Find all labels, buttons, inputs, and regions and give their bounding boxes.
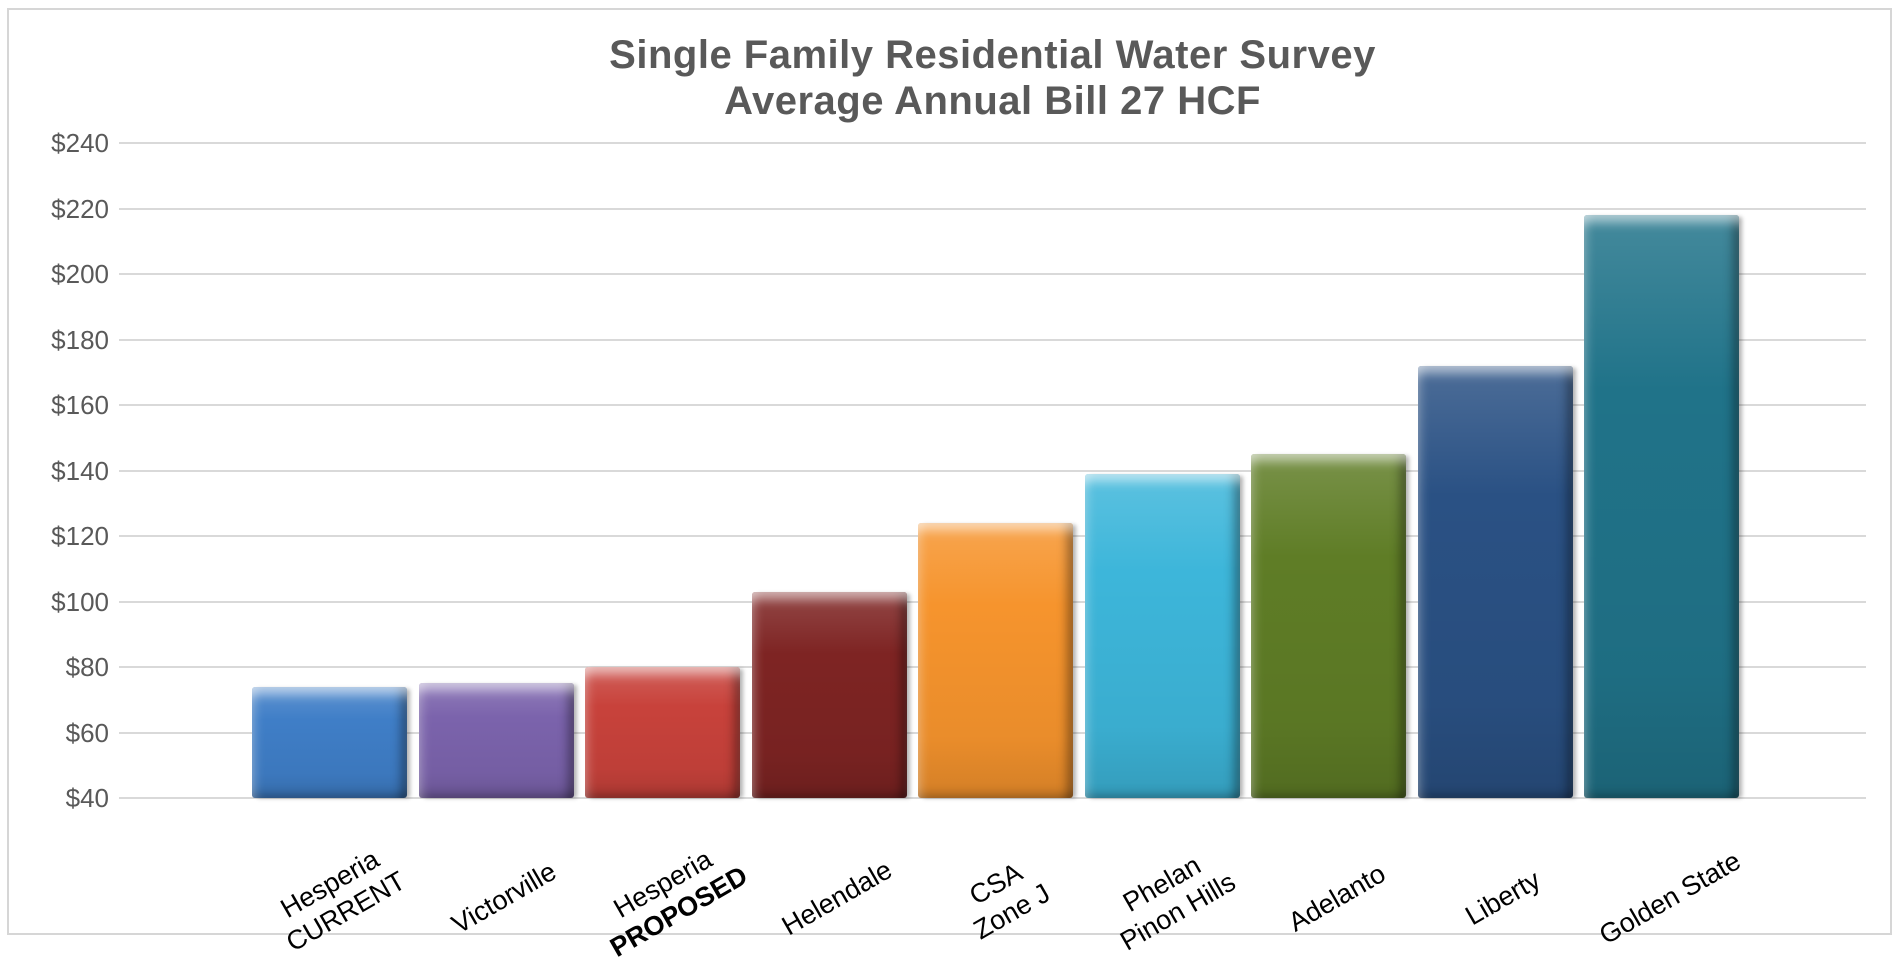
y-tick-label: $140: [51, 455, 109, 486]
y-tick-label: $80: [65, 652, 109, 682]
bar-csa-zone-j: [918, 522, 1073, 798]
y-tick-label: $220: [51, 193, 109, 224]
bar-chart: Single Family Residential Water Survey A…: [9, 10, 1890, 963]
x-axis-label-line: Adelanto: [1282, 858, 1391, 938]
gridline: [119, 142, 1866, 144]
chart-frame: Single Family Residential Water Survey A…: [7, 8, 1892, 963]
bar-helendale: [751, 591, 907, 798]
x-axis-label-liberty: Liberty: [1460, 864, 1546, 933]
chart-title-line1: Single Family Residential Water Survey: [609, 33, 1376, 77]
bar-phelan-pinon-hills: [1084, 473, 1240, 798]
y-tick-label: $100: [51, 586, 109, 617]
y-tick-label: $180: [51, 324, 109, 355]
gridline: [119, 273, 1866, 275]
gridline: [119, 469, 1866, 472]
bar-liberty: [1417, 365, 1573, 798]
bar-hesperia-proposed: [585, 667, 740, 798]
bar-victorville: [418, 683, 574, 798]
x-axis-label-line: Golden State: [1593, 845, 1746, 951]
y-tick-label: $60: [65, 717, 109, 748]
gridline: [119, 338, 1866, 341]
x-axis-label-victorville: Victorville: [446, 855, 562, 941]
x-axis-label-line: Helendale: [776, 854, 898, 942]
y-tick-label: $40: [65, 783, 109, 813]
chart-title-line2: Average Annual Bill 27 HCF: [724, 79, 1261, 124]
x-axis-label-golden-state: Golden State: [1593, 845, 1746, 952]
y-tick-label: $120: [51, 521, 109, 551]
gridline: [119, 797, 1866, 799]
y-tick-label: $200: [51, 259, 109, 289]
gridline: [119, 404, 1866, 406]
x-axis-label-hesperia-current: Hesperia CURRENT: [264, 837, 411, 959]
y-tick-label: $160: [51, 390, 109, 420]
y-tick-label: $240: [51, 128, 109, 158]
x-axis-label-line: Victorville: [446, 856, 562, 940]
x-axis-label-helendale: Helendale: [776, 854, 897, 943]
bar-golden-state: [1584, 215, 1739, 798]
gridline: [119, 207, 1866, 210]
x-axis-label-adelanto: Adelanto: [1282, 857, 1391, 938]
x-axis-label-hesperia-proposed: Hesperia PROPOSED: [588, 832, 753, 964]
chart-title: Single Family Residential Water Survey A…: [119, 32, 1866, 125]
bar-hesperia-current: [252, 686, 407, 798]
x-axis-label-phelan-pinon-hills: Phelan Pinon Hills: [1099, 838, 1242, 958]
x-axis-label-line: Liberty: [1460, 864, 1546, 932]
x-axis-label-csa-zone-j: CSA Zone J: [952, 849, 1056, 946]
bar-adelanto: [1251, 454, 1406, 798]
